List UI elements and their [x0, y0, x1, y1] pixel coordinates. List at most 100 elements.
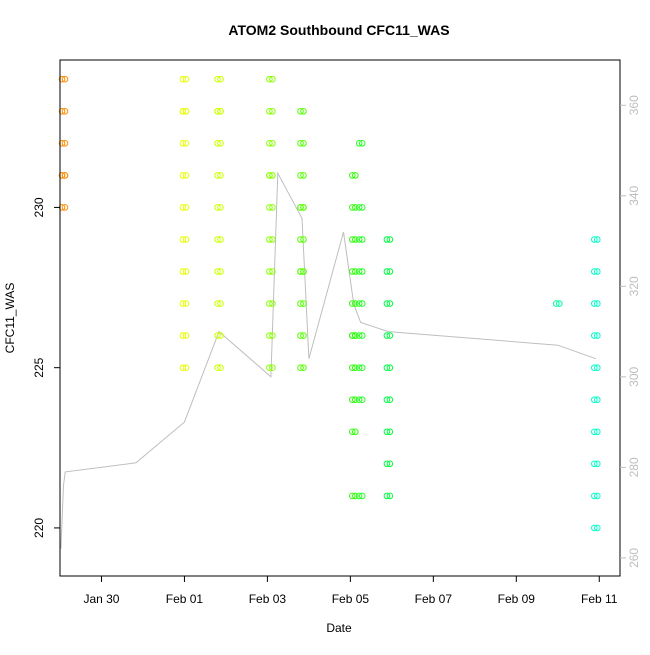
data-point	[182, 140, 190, 147]
data-point	[594, 492, 601, 500]
data-point	[217, 300, 224, 307]
y2-tick-label: 360	[627, 95, 641, 115]
data-point	[182, 236, 190, 243]
x-tick-label: Feb 03	[249, 592, 287, 606]
data-point	[182, 268, 190, 275]
data-point	[355, 364, 363, 372]
data-point	[349, 268, 356, 275]
data-point	[594, 236, 601, 243]
data-point	[297, 364, 304, 372]
data-point	[349, 236, 356, 243]
data-point	[386, 364, 394, 372]
data-point	[358, 396, 366, 404]
data-point	[61, 204, 69, 211]
data-point	[591, 236, 598, 243]
data-point	[300, 204, 307, 211]
data-point	[58, 140, 66, 147]
data-point	[352, 364, 359, 372]
data-point	[179, 140, 187, 147]
data-point	[214, 332, 221, 339]
data-point	[349, 396, 356, 404]
data-point	[179, 172, 187, 179]
data-point	[352, 204, 359, 211]
data-point	[182, 332, 190, 339]
data-point	[355, 236, 363, 243]
data-point	[352, 172, 359, 179]
data-point	[214, 172, 221, 179]
data-point	[217, 268, 224, 275]
x-tick-label: Feb 09	[498, 592, 536, 606]
data-point	[386, 268, 394, 275]
data-point	[358, 492, 366, 500]
data-point	[58, 172, 66, 179]
data-point	[297, 332, 304, 339]
data-point	[297, 268, 304, 275]
data-point	[352, 300, 359, 307]
data-point	[358, 140, 366, 147]
points-layer	[58, 75, 601, 532]
data-point	[269, 364, 276, 372]
trace-line-layer	[60, 171, 596, 549]
data-point	[297, 140, 304, 147]
x-tick-label: Feb 07	[415, 592, 453, 606]
data-point	[591, 524, 598, 532]
data-point	[355, 204, 363, 211]
data-point	[266, 268, 273, 275]
data-point	[266, 108, 273, 115]
data-point	[300, 300, 307, 307]
data-point	[300, 140, 307, 147]
data-point	[386, 396, 394, 404]
x-tick-label: Feb 11	[581, 592, 618, 606]
x-axis-label: Date	[326, 621, 352, 635]
y-axis-right: 260 280 300 320 340 360	[620, 95, 641, 568]
data-point	[61, 75, 69, 83]
data-point	[355, 268, 363, 275]
data-point	[383, 492, 391, 500]
data-point	[297, 108, 304, 115]
y2-tick-label: 280	[627, 457, 641, 477]
data-point	[300, 172, 307, 179]
data-point	[179, 300, 187, 307]
data-point	[61, 108, 69, 115]
data-point	[352, 396, 359, 404]
data-point	[386, 428, 394, 436]
data-point	[352, 236, 359, 243]
data-point	[269, 236, 276, 243]
data-point	[182, 364, 190, 372]
data-point	[556, 300, 563, 307]
data-point	[182, 300, 190, 307]
data-point	[383, 332, 391, 339]
data-point	[266, 140, 273, 147]
data-point	[383, 364, 391, 372]
data-point	[269, 300, 276, 307]
y2-tick-label: 340	[627, 185, 641, 205]
data-point	[358, 236, 366, 243]
data-point	[266, 236, 273, 243]
data-point	[300, 332, 307, 339]
data-point	[355, 300, 363, 307]
data-point	[179, 364, 187, 372]
x-axis: Jan 30 Feb 01 Feb 03 Feb 05 Feb 07 Feb 09 Feb …	[83, 576, 618, 606]
chart-title: ATOM2 Southbound CFC11_WAS	[228, 22, 449, 38]
y-tick-label: 225	[32, 357, 46, 377]
data-point	[594, 364, 601, 372]
data-point	[386, 492, 394, 500]
x-tick-label: Feb 01	[166, 592, 204, 606]
data-point	[266, 75, 273, 83]
data-point	[179, 108, 187, 115]
data-point	[352, 492, 359, 500]
data-point	[591, 492, 598, 500]
data-point	[591, 460, 598, 468]
data-point	[349, 364, 356, 372]
data-point	[179, 236, 187, 243]
data-point	[386, 332, 394, 339]
data-point	[594, 268, 601, 275]
data-point	[386, 300, 394, 307]
y-tick-label: 220	[32, 518, 46, 538]
data-point	[358, 364, 366, 372]
y-axis-left: 220 225 230	[32, 197, 60, 538]
data-point	[594, 524, 601, 532]
data-point	[269, 172, 276, 179]
data-point	[297, 300, 304, 307]
data-point	[591, 268, 598, 275]
